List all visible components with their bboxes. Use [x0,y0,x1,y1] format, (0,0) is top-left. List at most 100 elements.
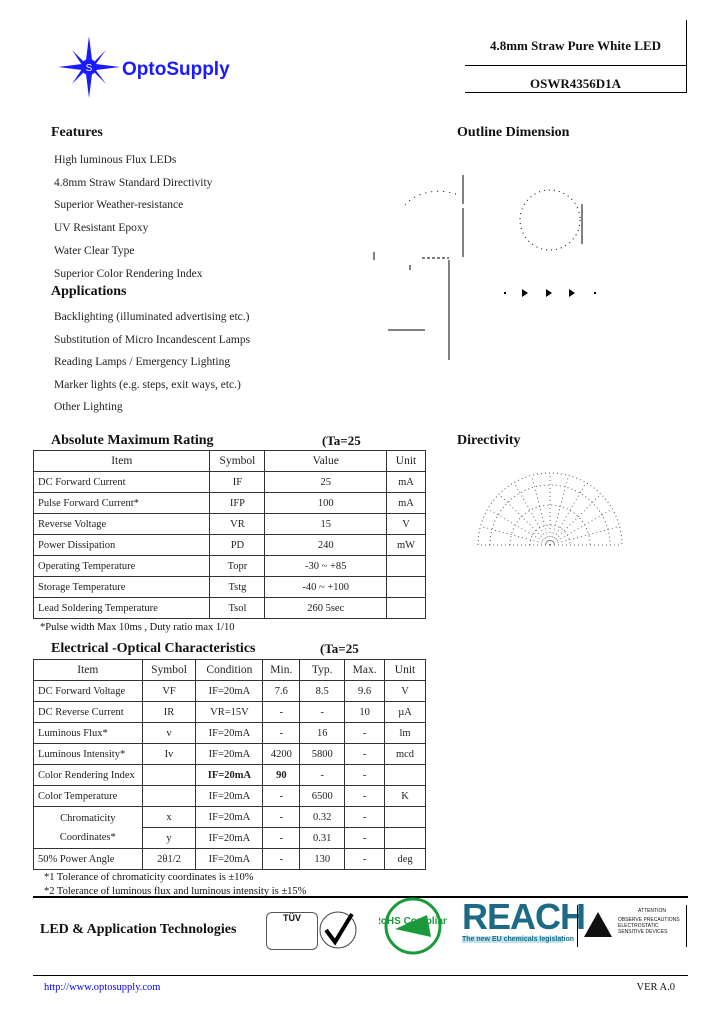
table-cell [384,827,426,849]
table-cell: - [262,722,301,744]
table-cell: IF=20mA [195,680,264,702]
product-title: 4.8mm Straw Pure White LED [489,38,662,53]
table-row: Lead Soldering Temperature Tsol 260 5sec [32,597,426,619]
table-row: Luminous Intensity* Iv IF=20mA 4200 5800- mcd [33,743,426,765]
table-cell: K [384,785,426,807]
table-cell: - [262,827,301,849]
list-item: Other Lighting [54,401,123,413]
table-cell: IF=20mA [195,848,264,870]
table-cell: Tstg [209,576,266,598]
table-row: Power Dissipation PD 240 mW [32,534,426,556]
amr-note: *Pulse width Max 10ms , Duty ratio max 1… [40,622,235,633]
polar-arc [489,484,611,546]
table-cell: - [262,806,301,828]
table-cell: v [141,722,197,744]
table-cell: 240 [264,534,388,556]
polar-arc [509,504,591,546]
table-row: DC Forward Current IF 25 mA [32,471,426,493]
table-cell: Lead Soldering Temperature [32,597,211,619]
table-cell: x [141,806,197,828]
table-cell: VF [141,680,197,702]
features-list: High luminous Flux LEDs 4.8mm Straw Stan… [54,149,212,285]
table-cell: Topr [209,555,266,577]
table-cell: Power Dissipation [32,534,211,556]
table-row: Chromaticity Coordinates* x IF=20mA -0.32- [33,806,426,849]
table-cell: 7.6 [262,680,301,702]
table-cell: Max. [344,659,386,681]
table-cell: 50% Power Angle [33,848,143,870]
chromaticity-label: Chromaticity [60,812,116,824]
table-cell: VR [209,513,266,535]
table-cell: Operating Temperature [32,555,211,577]
table-row: Pulse Forward Current* IFP 100 mA [32,492,426,514]
list-item: UV Resistant Epoxy [54,222,149,235]
table-row: DC Forward Voltage VF IF=20mA 7.6 8.5 9.6 V [33,680,426,702]
table-cell: IFP [209,492,266,514]
table-cell: V [386,513,426,535]
table-cell [386,555,426,577]
table-cell: 8.5 [299,680,346,702]
table-cell: Unit [386,450,426,472]
table-cell: - [344,827,386,849]
svg-text:S: S [86,63,93,74]
list-item: Reading Lamps / Emergency Lighting [54,356,231,368]
table-cell: Luminous Intensity* [33,743,143,765]
table-cell: Item [32,450,211,472]
table-cell: - [262,701,301,723]
amr-title: Absolute Maximum Rating [51,433,214,448]
list-item: Backlighting (illuminated advertising et… [54,311,250,323]
table-row: 50% Power Angle 2θ1/2 IF=20mA -130- deg [33,848,426,870]
table-cell: 260 5sec [264,597,388,619]
table-cell: -40 ~ +100 [264,576,388,598]
footer-tagline: LED & Application Technologies [40,922,237,937]
table-cell: V [384,680,426,702]
brand-name: OptoSupply [122,59,230,80]
rohs-logo: RoHS Compliant [379,897,447,955]
table-cell: IF [209,471,266,493]
list-item: Substitution of Micro Incandescent Lamps [54,333,251,346]
table-cell: - [344,764,386,786]
outline-drawing [373,175,596,360]
table-cell: mA [386,492,426,514]
list-item: 4.8mm Straw Standard Directivity [54,176,213,189]
part-number: OSWR4356D1A [529,76,621,91]
table-cell: Typ. [299,659,346,681]
table-cell: 16 [299,722,346,744]
table-row: Color Rendering Index IF=20mA 90- - [33,764,426,786]
polar-spoke [549,525,620,546]
table-cell: 25 [264,471,388,493]
website-link[interactable]: http://www.optosupply.com [44,982,161,993]
table-cell: 0.32 [299,806,346,828]
applications-list: Backlighting (illuminated advertising et… [54,306,250,419]
table-row: Luminous Flux* v IF=20mA -16- lm [33,722,426,744]
table-cell: mA [386,471,426,493]
table-cell: 100 [264,492,388,514]
directivity-diagram [477,472,623,546]
table-cell: Color Rendering Index [33,764,143,786]
table-cell: IF=20mA [195,806,264,828]
table-cell: Reverse Voltage [32,513,211,535]
tuv-logo: TÜV [266,912,318,950]
table-cell: 9.6 [344,680,386,702]
table-cell: lm [384,722,426,744]
table-cell: Value [264,450,388,472]
table-cell: 15 [264,513,388,535]
eo-table: Item Symbol Condition Min. Typ. Max. Unit DC Fo… [33,659,426,870]
table-cell: 6500 [299,785,346,807]
table-cell [384,764,426,786]
table-cell: IF=20mA [195,785,264,807]
table-cell: Symbol [209,450,266,472]
table-cell: IF=20mA [195,827,264,849]
table-cell: µA [384,701,426,723]
table-cell: mW [386,534,426,556]
table-cell: Iv [141,743,197,765]
outline-title: Outline Dimension [457,125,570,140]
polar-spoke [549,493,602,546]
table-cell [141,785,197,807]
table-cell: Item [33,659,143,681]
polar-spoke [498,493,551,546]
table-cell: - [344,848,386,870]
table-cell: Storage Temperature [32,576,211,598]
table-cell: y [141,827,197,849]
